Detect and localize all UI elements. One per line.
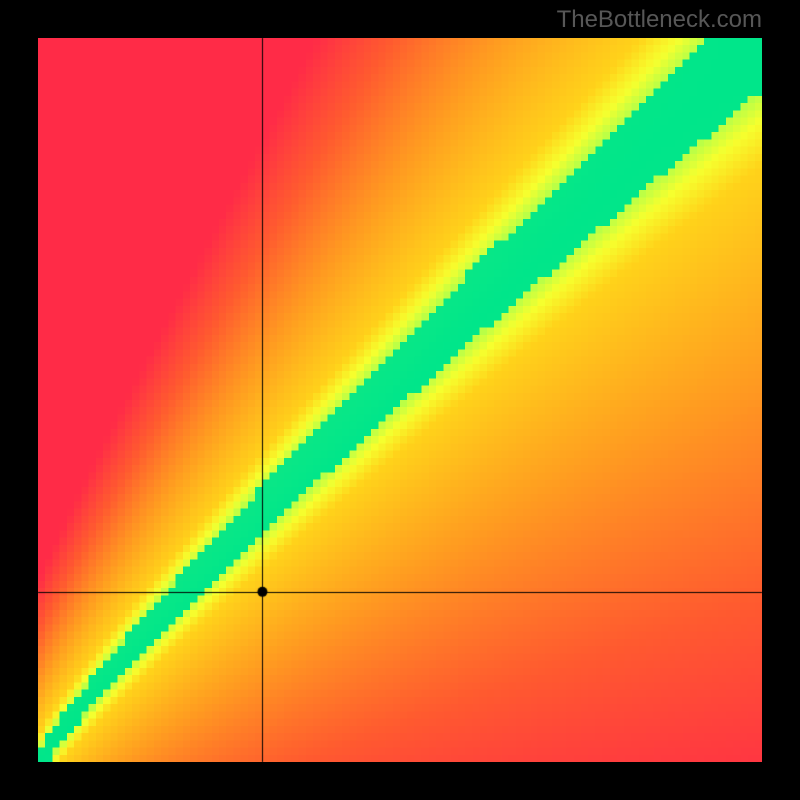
crosshair-overlay xyxy=(0,0,800,800)
watermark-text: TheBottleneck.com xyxy=(557,6,762,34)
chart-container: TheBottleneck.com xyxy=(0,0,800,800)
